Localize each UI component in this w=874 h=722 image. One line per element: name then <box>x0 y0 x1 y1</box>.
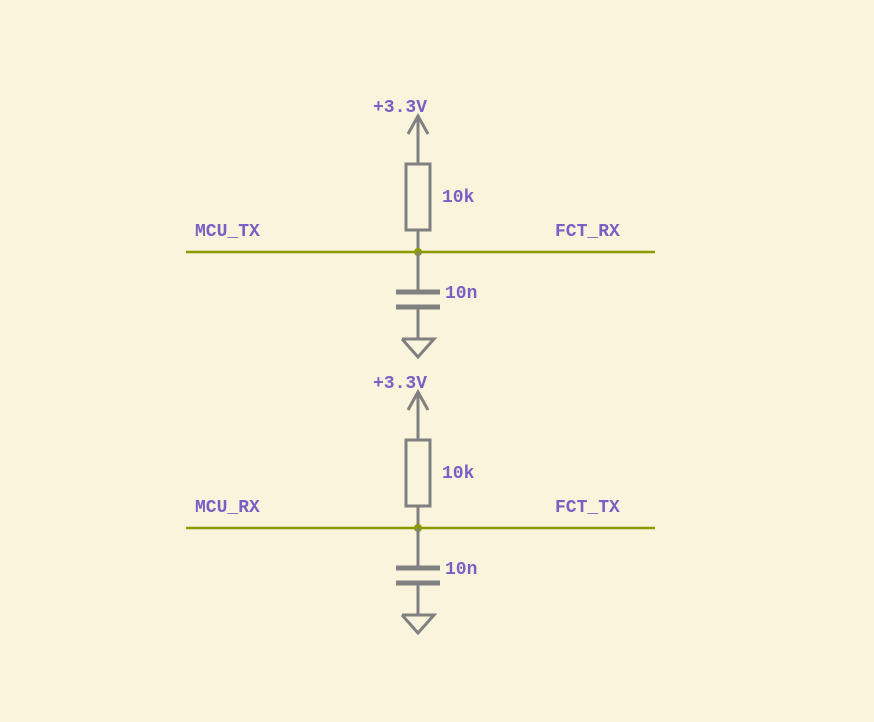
net-left-label-1: MCU_RX <box>195 498 260 518</box>
net-right-label-0: FCT_RX <box>555 222 620 242</box>
gnd-symbol-0 <box>402 339 434 357</box>
gnd-symbol-1 <box>402 615 434 633</box>
net-left-label-0: MCU_TX <box>195 222 260 242</box>
schematic-canvas <box>0 0 874 722</box>
resistor-0 <box>406 164 430 230</box>
net-right-label-1: FCT_TX <box>555 498 620 518</box>
resistor-1 <box>406 440 430 506</box>
capacitor-value-0: 10n <box>445 284 477 304</box>
resistor-value-1: 10k <box>442 464 474 484</box>
resistor-value-0: 10k <box>442 188 474 208</box>
power-label-0: +3.3V <box>373 98 427 118</box>
capacitor-value-1: 10n <box>445 560 477 580</box>
power-label-1: +3.3V <box>373 374 427 394</box>
